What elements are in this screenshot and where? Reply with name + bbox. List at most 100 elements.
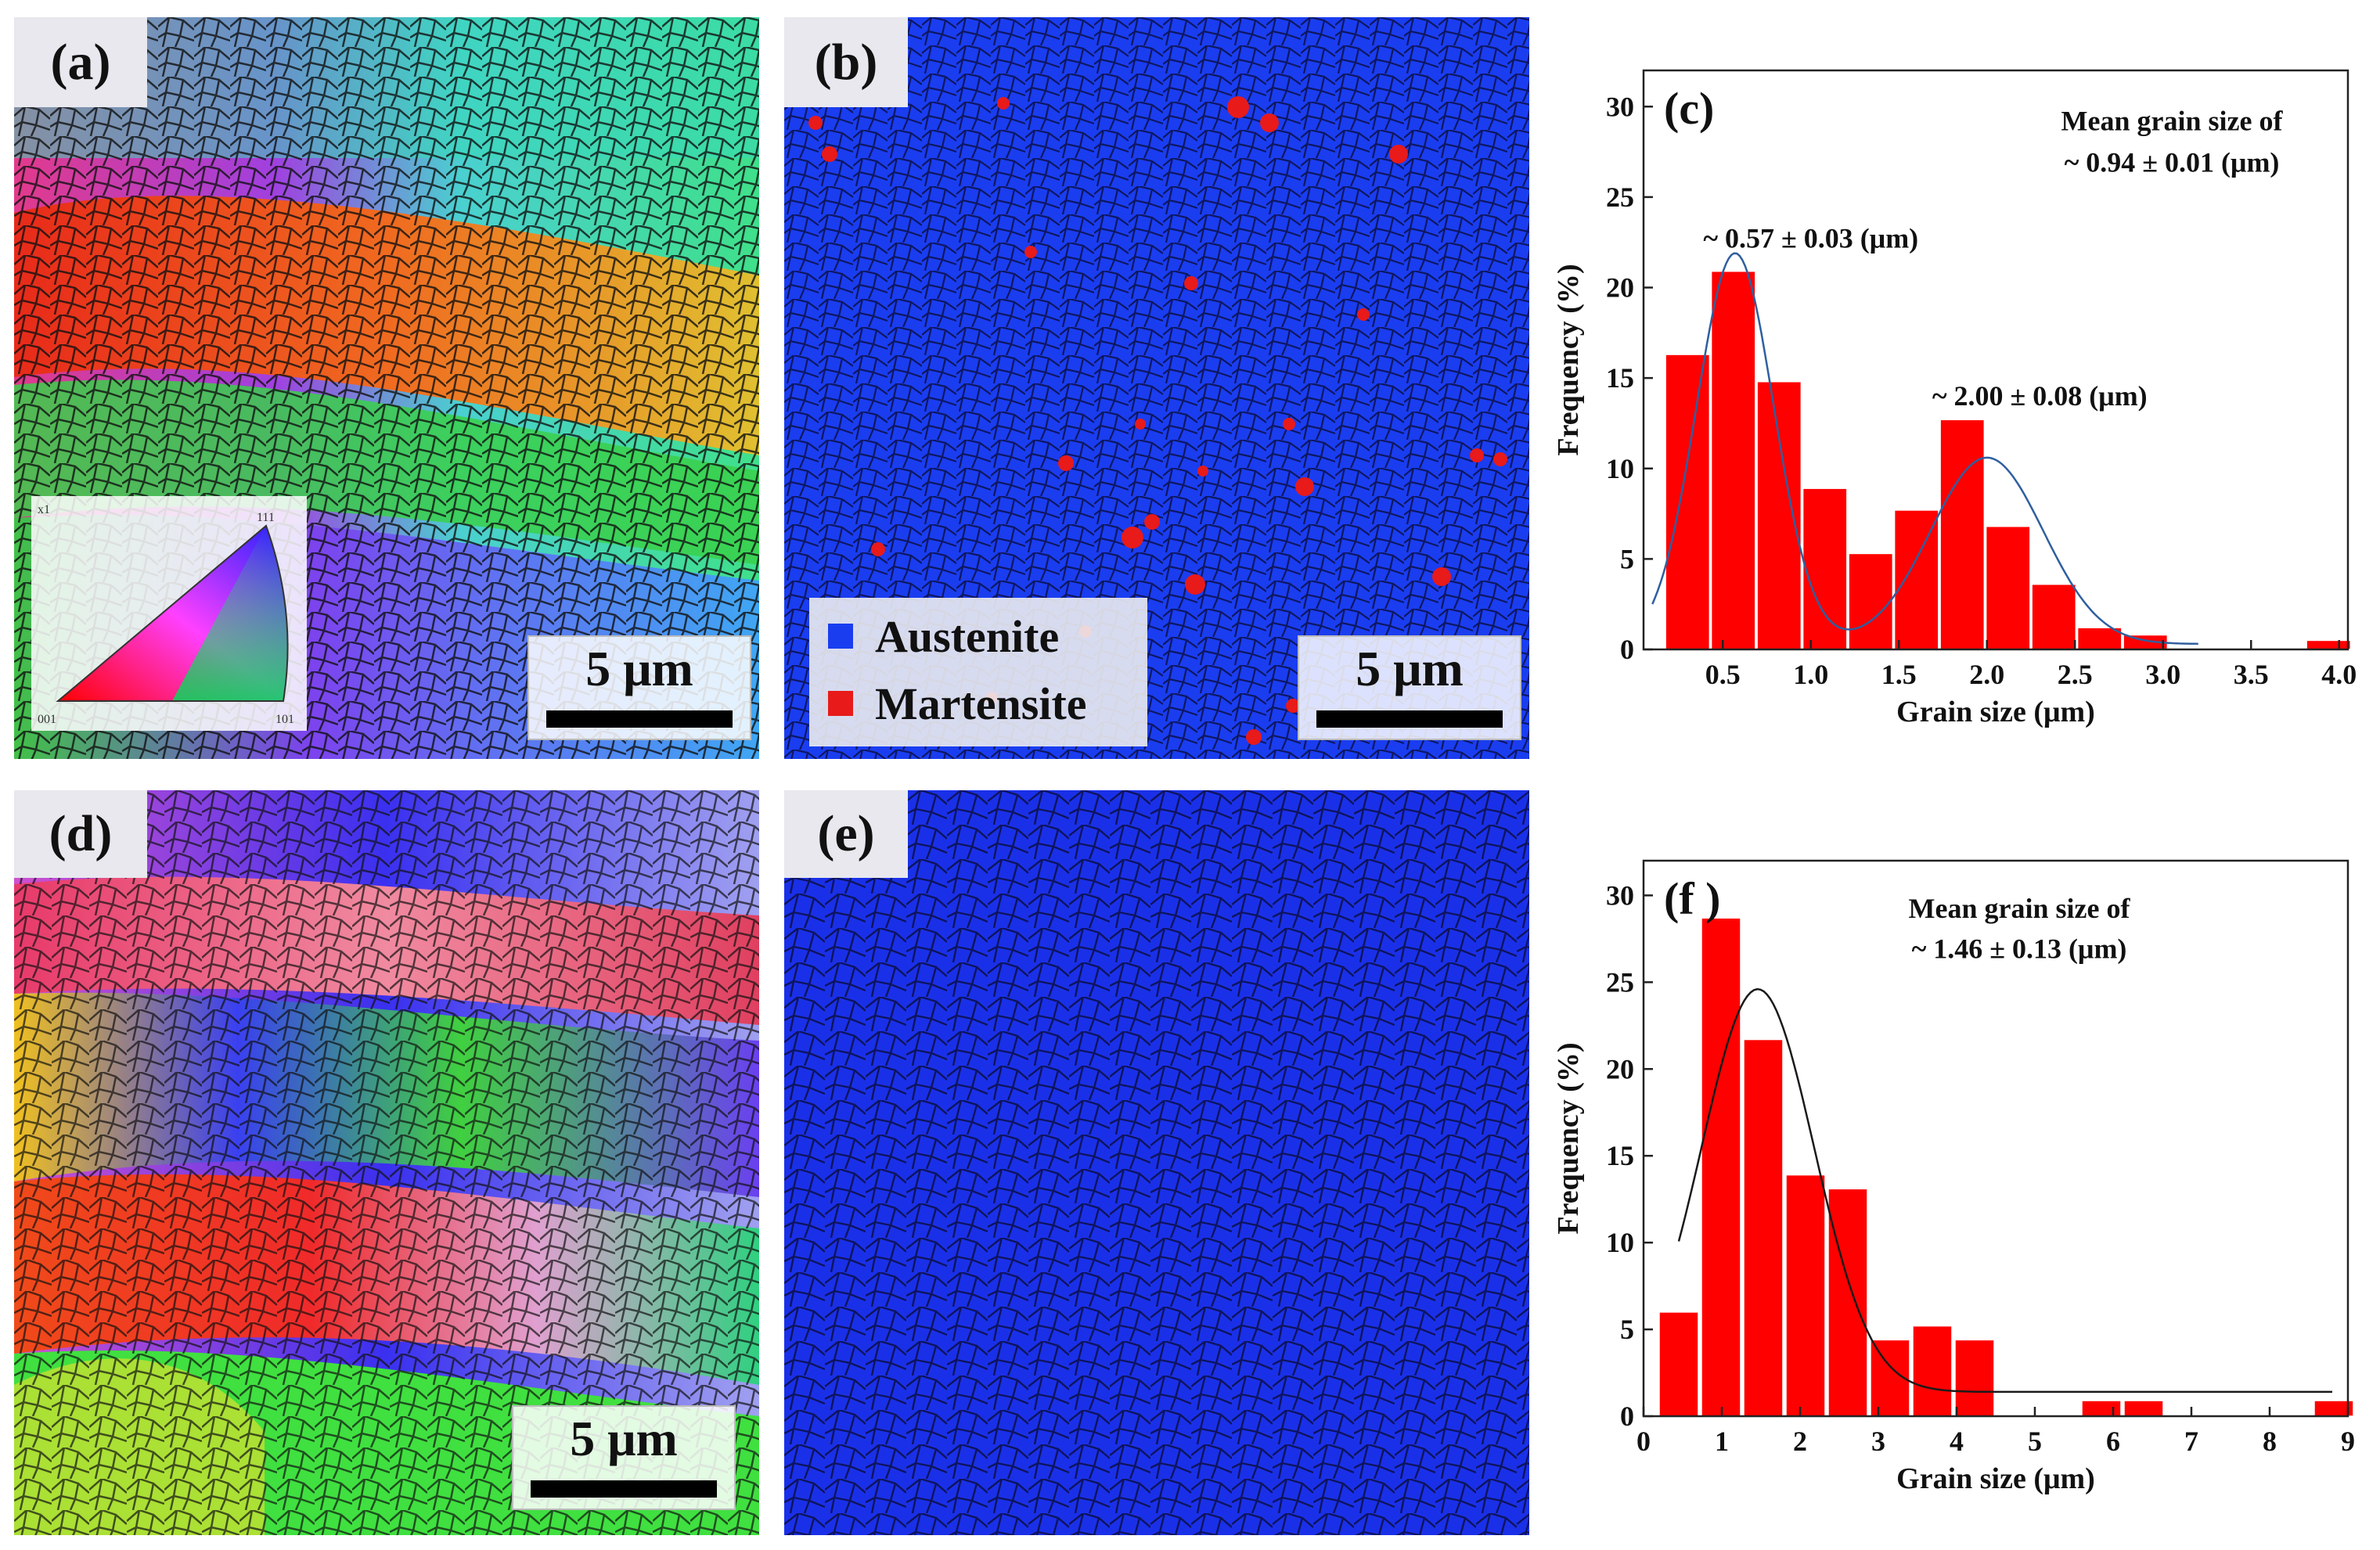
x-tick-label: 7: [2184, 1426, 2198, 1457]
legend-label-martensite: Martensite: [875, 678, 1087, 729]
histogram-bar: [1939, 419, 1986, 650]
ipf-map-d: (d) 5 μm: [14, 790, 759, 1535]
x-tick-label: 1: [1715, 1426, 1729, 1457]
y-tick-label: 30: [1606, 91, 1634, 122]
histogram-f: 0 5 10 15 20 25 30 0 1 2 3 4 5 6 7 8 9 Grain size (μm) Fre…: [1542, 829, 2371, 1534]
x-tick-label: 0: [1636, 1426, 1651, 1457]
ipf-legend: x1 111 001 101: [31, 496, 307, 731]
ipf-111-label: 111: [257, 511, 275, 524]
annotation-text: Mean grain size of: [1909, 893, 2131, 924]
scale-bar-line: [1316, 710, 1503, 728]
histogram-bar: [2081, 1400, 2122, 1417]
histogram-bar: [1954, 1339, 1995, 1417]
x-tick-label: 1.0: [1793, 659, 1828, 690]
phase-map-e: (e): [784, 790, 1529, 1535]
phase-map-e-image: [784, 790, 1529, 1535]
legend-item-austenite: Austenite: [828, 609, 1059, 664]
x-tick-label: 3.5: [2234, 659, 2269, 690]
x-tick-label: 2.5: [2058, 659, 2093, 690]
y-tick-label: 15: [1606, 1140, 1634, 1171]
histogram-bar: [1785, 1174, 1826, 1417]
ipf-triangle-icon: x1 111 001 101: [38, 503, 294, 726]
y-tick-label: 20: [1606, 272, 1634, 304]
y-tick-label: 15: [1606, 362, 1634, 394]
plot-frame: [1642, 859, 2349, 1418]
x-tick-label: 2.0: [1969, 659, 2004, 690]
panel-label: (f ): [1664, 873, 1720, 924]
histogram-bar: [2076, 627, 2123, 650]
histogram-bar: [1701, 917, 1741, 1417]
panel-label-d: (d): [14, 790, 147, 878]
x-tick-label: 6: [2106, 1426, 2120, 1457]
scale-bar-line: [546, 710, 733, 728]
panel-label-b: (b): [784, 17, 908, 107]
martensite-swatch: [828, 691, 853, 716]
y-tick-label: 5: [1620, 1314, 1634, 1345]
scale-bar-line: [531, 1480, 717, 1498]
x-tick-label: 9: [2341, 1426, 2355, 1457]
histogram-bar: [1912, 1325, 1953, 1417]
scale-bar-a: 5 μm: [527, 635, 751, 740]
fit-curve: [1677, 987, 2332, 1394]
x-tick-label: 1.5: [1881, 659, 1917, 690]
x-axis-label: Grain size (μm): [1896, 1462, 2095, 1495]
panel-label-e: (e): [784, 790, 908, 878]
histogram-bar: [1802, 487, 1848, 650]
scale-bar-label: 5 μm: [570, 1411, 678, 1466]
histogram-bar: [1743, 1038, 1784, 1417]
scale-bar-d: 5 μm: [512, 1405, 736, 1510]
histogram-bar: [2031, 584, 2077, 650]
histogram-bar: [1893, 509, 1939, 650]
phase-map-b: (b) Austenite Martensite 5 μm: [784, 17, 1529, 759]
panel-label: (c): [1664, 83, 1714, 134]
y-tick-label: 20: [1606, 1053, 1634, 1084]
y-tick-label: 25: [1606, 966, 1634, 998]
histogram-f-svg: 0 5 10 15 20 25 30 0 1 2 3 4 5 6 7 8 9 Grain size (μm) Fre…: [1552, 859, 2355, 1495]
histogram-bar: [1985, 526, 2031, 650]
panel-label-a: (a): [14, 17, 147, 107]
histogram-bar: [1827, 1188, 1868, 1417]
histogram-bar: [1710, 270, 1756, 650]
ipf-map-a: (a) x1 111 001 101 5 μm: [14, 17, 759, 759]
phase-legend: Austenite Martensite: [809, 598, 1147, 746]
legend-label-austenite: Austenite: [875, 610, 1060, 662]
ipf-101-label: 101: [275, 713, 294, 726]
annotation-text: ~ 1.46 ± 0.13 (μm): [1912, 933, 2127, 964]
annotation-text: ~ 0.57 ± 0.03 (μm): [1703, 223, 1918, 254]
histogram-bar: [1658, 1311, 1699, 1417]
scale-bar-b: 5 μm: [1298, 635, 1521, 740]
histogram-bar: [2123, 1400, 2164, 1417]
ipf-001-label: 001: [38, 713, 56, 726]
histogram-bar: [1665, 354, 1711, 650]
x-tick-label: 4.0: [2321, 659, 2357, 690]
y-axis-label: Frequency (%): [1552, 1042, 1585, 1234]
y-axis-label: Frequency (%): [1552, 264, 1585, 455]
y-tick-label: 30: [1606, 879, 1634, 911]
x-tick-label: 8: [2263, 1426, 2277, 1457]
x-axis-label: Grain size (μm): [1896, 696, 2095, 728]
legend-item-martensite: Martensite: [828, 676, 1087, 731]
scale-bar-label: 5 μm: [1356, 641, 1464, 696]
histogram-bar: [1756, 381, 1802, 650]
annotation-text: ~ 0.94 ± 0.01 (μm): [2065, 147, 2280, 178]
x-tick-label: 5: [2028, 1426, 2042, 1457]
scale-bar-label: 5 μm: [585, 641, 693, 696]
x-tick-label: 2: [1793, 1426, 1807, 1457]
y-tick-label: 0: [1620, 634, 1634, 665]
histogram-c-svg: 0 5 10 15 20 25 30 0.5 1.0 1.5 2.0 2.5 3.0 3.5 4.0 Grai…: [1552, 69, 2357, 728]
histogram-bar: [2306, 639, 2352, 650]
annotation-text: ~ 2.00 ± 0.08 (μm): [1932, 380, 2148, 412]
ipf-map-d-image: [14, 790, 759, 1535]
y-tick-label: 0: [1620, 1401, 1634, 1432]
ipf-corner-label: x1: [38, 503, 50, 516]
x-tick-label: 4: [1950, 1426, 1964, 1457]
histogram-bar: [1848, 552, 1894, 650]
austenite-swatch: [828, 624, 853, 649]
y-tick-label: 10: [1606, 453, 1634, 484]
histogram-c: 0 5 10 15 20 25 30 0.5 1.0 1.5 2.0 2.5 3.0 3.5 4.0 Grai…: [1542, 39, 2371, 759]
y-tick-label: 25: [1606, 182, 1634, 213]
y-tick-label: 10: [1606, 1227, 1634, 1258]
fit-curve: [1651, 252, 2198, 646]
annotation-text: Mean grain size of: [2061, 105, 2284, 136]
plot-frame: [1642, 69, 2349, 651]
